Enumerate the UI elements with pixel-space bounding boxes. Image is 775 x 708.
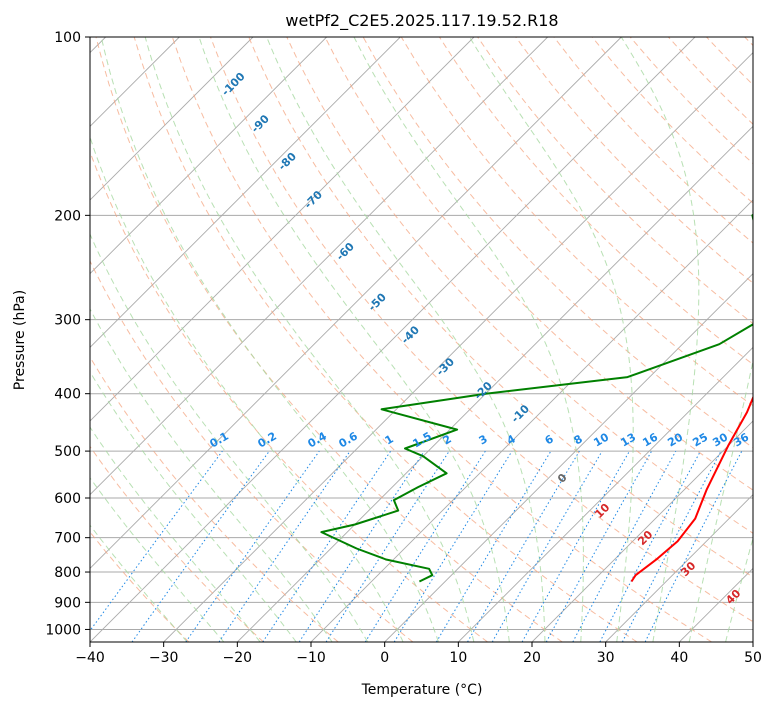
- dry-adiabat: [133, 37, 638, 642]
- x-tick-label: −30: [149, 650, 179, 666]
- moist-adiabat: [620, 37, 700, 642]
- moist-adiabat: [266, 37, 546, 642]
- mixing-ratio-line: [131, 450, 270, 642]
- moist-adiabat: [198, 37, 510, 642]
- y-tick-label: 900: [54, 595, 81, 611]
- temperature-profile: [630, 395, 753, 583]
- y-tick-label: 700: [54, 531, 81, 547]
- isotherm: [90, 37, 548, 496]
- dry-adiabat: [286, 37, 753, 534]
- axis-ticks: −40 −30 −20 −10 0 10 20 30 40 50 1000 900 800 700 600 5…: [45, 30, 762, 666]
- mixing-ratio-line: [185, 450, 320, 642]
- moist-adiabat: [90, 232, 369, 642]
- x-tick-label: −20: [223, 650, 253, 666]
- y-tick-label: 500: [54, 444, 81, 460]
- dry-adiabat: [171, 37, 712, 642]
- isotherm: [90, 37, 696, 642]
- moist-adiabat: [90, 524, 188, 642]
- dry-adiabat: [95, 37, 563, 642]
- mixing-ratio-line: [572, 450, 677, 642]
- moist-adiabat: [90, 426, 261, 642]
- y-tick-label: 600: [54, 491, 81, 507]
- x-tick-label: 0: [380, 650, 389, 666]
- y-tick-label: 200: [54, 208, 81, 224]
- isotherm: [237, 125, 753, 642]
- moist-adiabat: [90, 370, 297, 642]
- x-tick-label: 50: [744, 650, 762, 666]
- mixing-ratio-line: [521, 450, 630, 642]
- isotherm: [90, 37, 254, 201]
- x-tick-label: −10: [296, 650, 326, 666]
- data-series: [320, 213, 753, 583]
- mixing-ratio-line: [644, 450, 743, 642]
- y-tick-label: 300: [54, 313, 81, 329]
- grid-lines: [90, 37, 753, 642]
- isotherm: [163, 52, 753, 642]
- isotherm: [531, 420, 753, 642]
- y-axis-label: Pressure (hPa): [12, 290, 28, 390]
- dry-adiabat: [90, 259, 414, 642]
- x-tick-label: 10: [449, 650, 467, 666]
- isotherm: [90, 37, 622, 569]
- dry-adiabat: [248, 37, 753, 578]
- dry-adiabat: [515, 37, 753, 284]
- moist-adiabat: [353, 37, 584, 642]
- moist-adiabat: [90, 135, 404, 642]
- mixing-ratio-line: [298, 450, 425, 642]
- isotherm: [90, 37, 327, 275]
- mixing-ratio-line: [218, 450, 351, 642]
- y-tick-label: 400: [54, 387, 81, 403]
- y-tick-label: 100: [54, 30, 81, 46]
- isotherm: [605, 494, 753, 642]
- moist-adiabat: [100, 37, 439, 642]
- x-tick-label: −40: [75, 650, 105, 666]
- isotherm: [384, 273, 753, 642]
- dry-adiabat: [324, 37, 753, 491]
- mixing-ratio-line: [393, 450, 513, 642]
- dry-adiabat: [210, 37, 753, 623]
- mixing-ratio-line: [325, 450, 450, 642]
- y-tick-label: 800: [54, 565, 81, 581]
- mixing-ratio-line: [262, 450, 392, 642]
- dry-adiabat: [90, 445, 264, 642]
- x-axis-label: Temperature (°C): [361, 682, 483, 698]
- y-tick-label: 1000: [45, 622, 81, 638]
- dry-adiabat: [90, 356, 339, 642]
- x-tick-label: 40: [670, 650, 688, 666]
- moist-adiabat: [90, 476, 225, 642]
- isotherm: [458, 346, 753, 642]
- isotherm: [90, 37, 401, 348]
- mixing-ratio-line: [90, 450, 223, 632]
- moist-adiabat: [688, 358, 753, 642]
- dewpoint-profile: [320, 213, 753, 583]
- moist-adiabat: [725, 536, 753, 642]
- mixing-ratio-line: [545, 450, 653, 642]
- moist-adiabat: [90, 308, 333, 642]
- x-tick-label: 30: [597, 650, 615, 666]
- x-tick-label: 20: [523, 650, 541, 666]
- plot-frame: [89, 36, 754, 643]
- chart-title: wetPf2_C2E5.2025.117.19.52.R18: [285, 11, 558, 31]
- isotherm: [90, 37, 475, 422]
- moist-adiabat: [144, 37, 475, 642]
